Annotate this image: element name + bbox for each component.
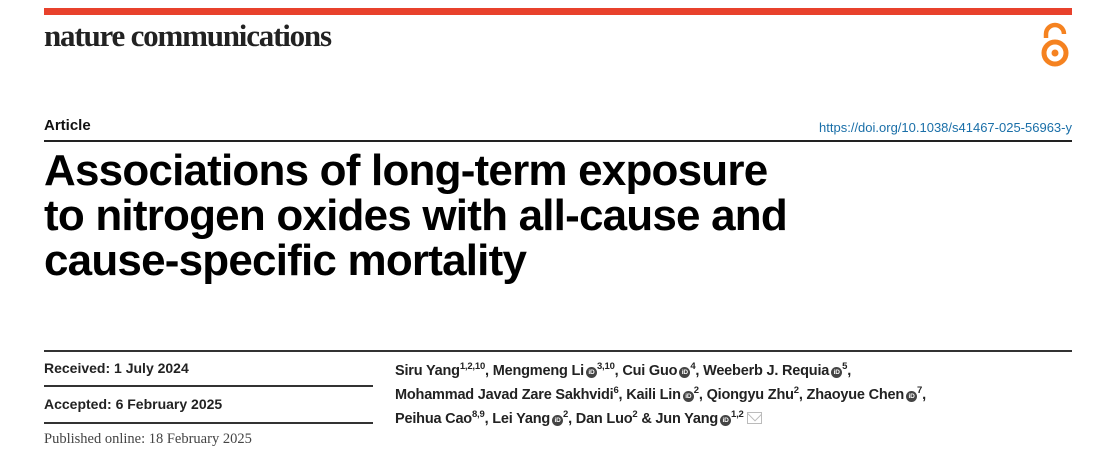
accepted-date: Accepted: 6 February 2025 [44,396,223,412]
author-name: Mengmeng Li [492,363,584,379]
affiliation-numbers: 8,9 [471,409,485,420]
separator: , [798,387,807,403]
author-name: Lei Yang [492,411,551,427]
divider [44,385,373,387]
article-title: Associations of long-term exposure to ni… [44,148,1044,283]
author[interactable]: Peihua Cao8,9 [395,409,485,427]
orcid-icon[interactable]: iD [679,367,691,378]
separator: , [847,363,852,379]
orcid-icon[interactable]: iD [552,415,564,426]
affiliation-numbers: 3,10 [596,361,615,372]
author[interactable]: Lei Yang iD2 [492,409,569,427]
author-name: Kaili Lin [626,387,681,403]
orcid-icon[interactable]: iD [720,415,732,426]
author[interactable]: Cui Guo iD4 [622,361,696,379]
affiliation-numbers: 6 [613,385,619,396]
author-name: Mohammad Javad Zare Sakhvidi [395,387,614,403]
doi-link[interactable]: https://doi.org/10.1038/s41467-025-56963… [819,120,1072,135]
affiliation-numbers: 2 [793,385,799,396]
author[interactable]: Zhaoyue Chen iD7 [806,385,923,403]
orcid-icon[interactable]: iD [906,391,918,402]
author-name: Qiongyu Zhu [706,387,794,403]
author-name: Weeberb J. Requia [703,363,830,379]
affiliation-numbers: 1,2,10 [459,361,486,372]
affiliation-numbers: 4 [690,361,696,372]
author-name: Cui Guo [622,363,678,379]
separator: , [618,387,627,403]
journal-logo: nature communications [44,18,332,53]
author[interactable]: Qiongyu Zhu2 [706,385,800,403]
open-access-icon[interactable] [1038,22,1072,68]
author[interactable]: Mengmeng Li iD3,10 [492,361,615,379]
orcid-icon[interactable]: iD [831,367,843,378]
received-date: Received: 1 July 2024 [44,360,189,376]
author[interactable]: Siru Yang1,2,10 [395,361,486,379]
divider [44,422,373,424]
orcid-icon[interactable]: iD [585,367,597,378]
author-name: Siru Yang [395,363,460,379]
author-name: Dan Luo [575,411,633,427]
separator: , [614,363,623,379]
separator: , [484,411,493,427]
author-name: Peihua Cao [395,411,472,427]
separator: , [485,363,493,379]
separator: , [568,411,576,427]
article-type: Article [44,117,91,134]
affiliation-numbers: 5 [842,361,848,372]
author-name: Jun Yang [655,411,719,427]
author-list: Siru Yang1,2,10, Mengmeng Li iD3,10, Cui … [395,359,1085,431]
author[interactable]: Dan Luo2 [575,409,638,427]
separator: & [637,411,656,427]
author[interactable]: Weeberb J. Requia iD5 [703,361,848,379]
affiliation-numbers: 2 [693,385,699,396]
author[interactable]: Kaili Lin iD2 [626,385,699,403]
published-date: Published online: 18 February 2025 [44,431,252,447]
separator: , [922,387,926,403]
orcid-icon[interactable]: iD [682,391,694,402]
title-line: to nitrogen oxides with all-cause and [44,191,788,240]
divider [44,350,1072,352]
title-line: cause-specific mortality [44,236,527,285]
affiliation-numbers: 7 [917,385,923,396]
separator: , [698,387,707,403]
email-icon[interactable] [746,412,762,424]
author[interactable]: Mohammad Javad Zare Sakhvidi6 [395,385,619,403]
affiliation-numbers: 2 [563,409,569,420]
separator: , [695,363,704,379]
title-line: Associations of long-term exposure [44,146,768,195]
affiliation-numbers: 2 [632,409,638,420]
affiliation-numbers: 1,2 [731,409,744,420]
divider [44,140,1072,142]
author[interactable]: Jun Yang iD1,2 [655,409,762,427]
author-name: Zhaoyue Chen [806,387,905,403]
journal-brand-bar [44,8,1072,15]
